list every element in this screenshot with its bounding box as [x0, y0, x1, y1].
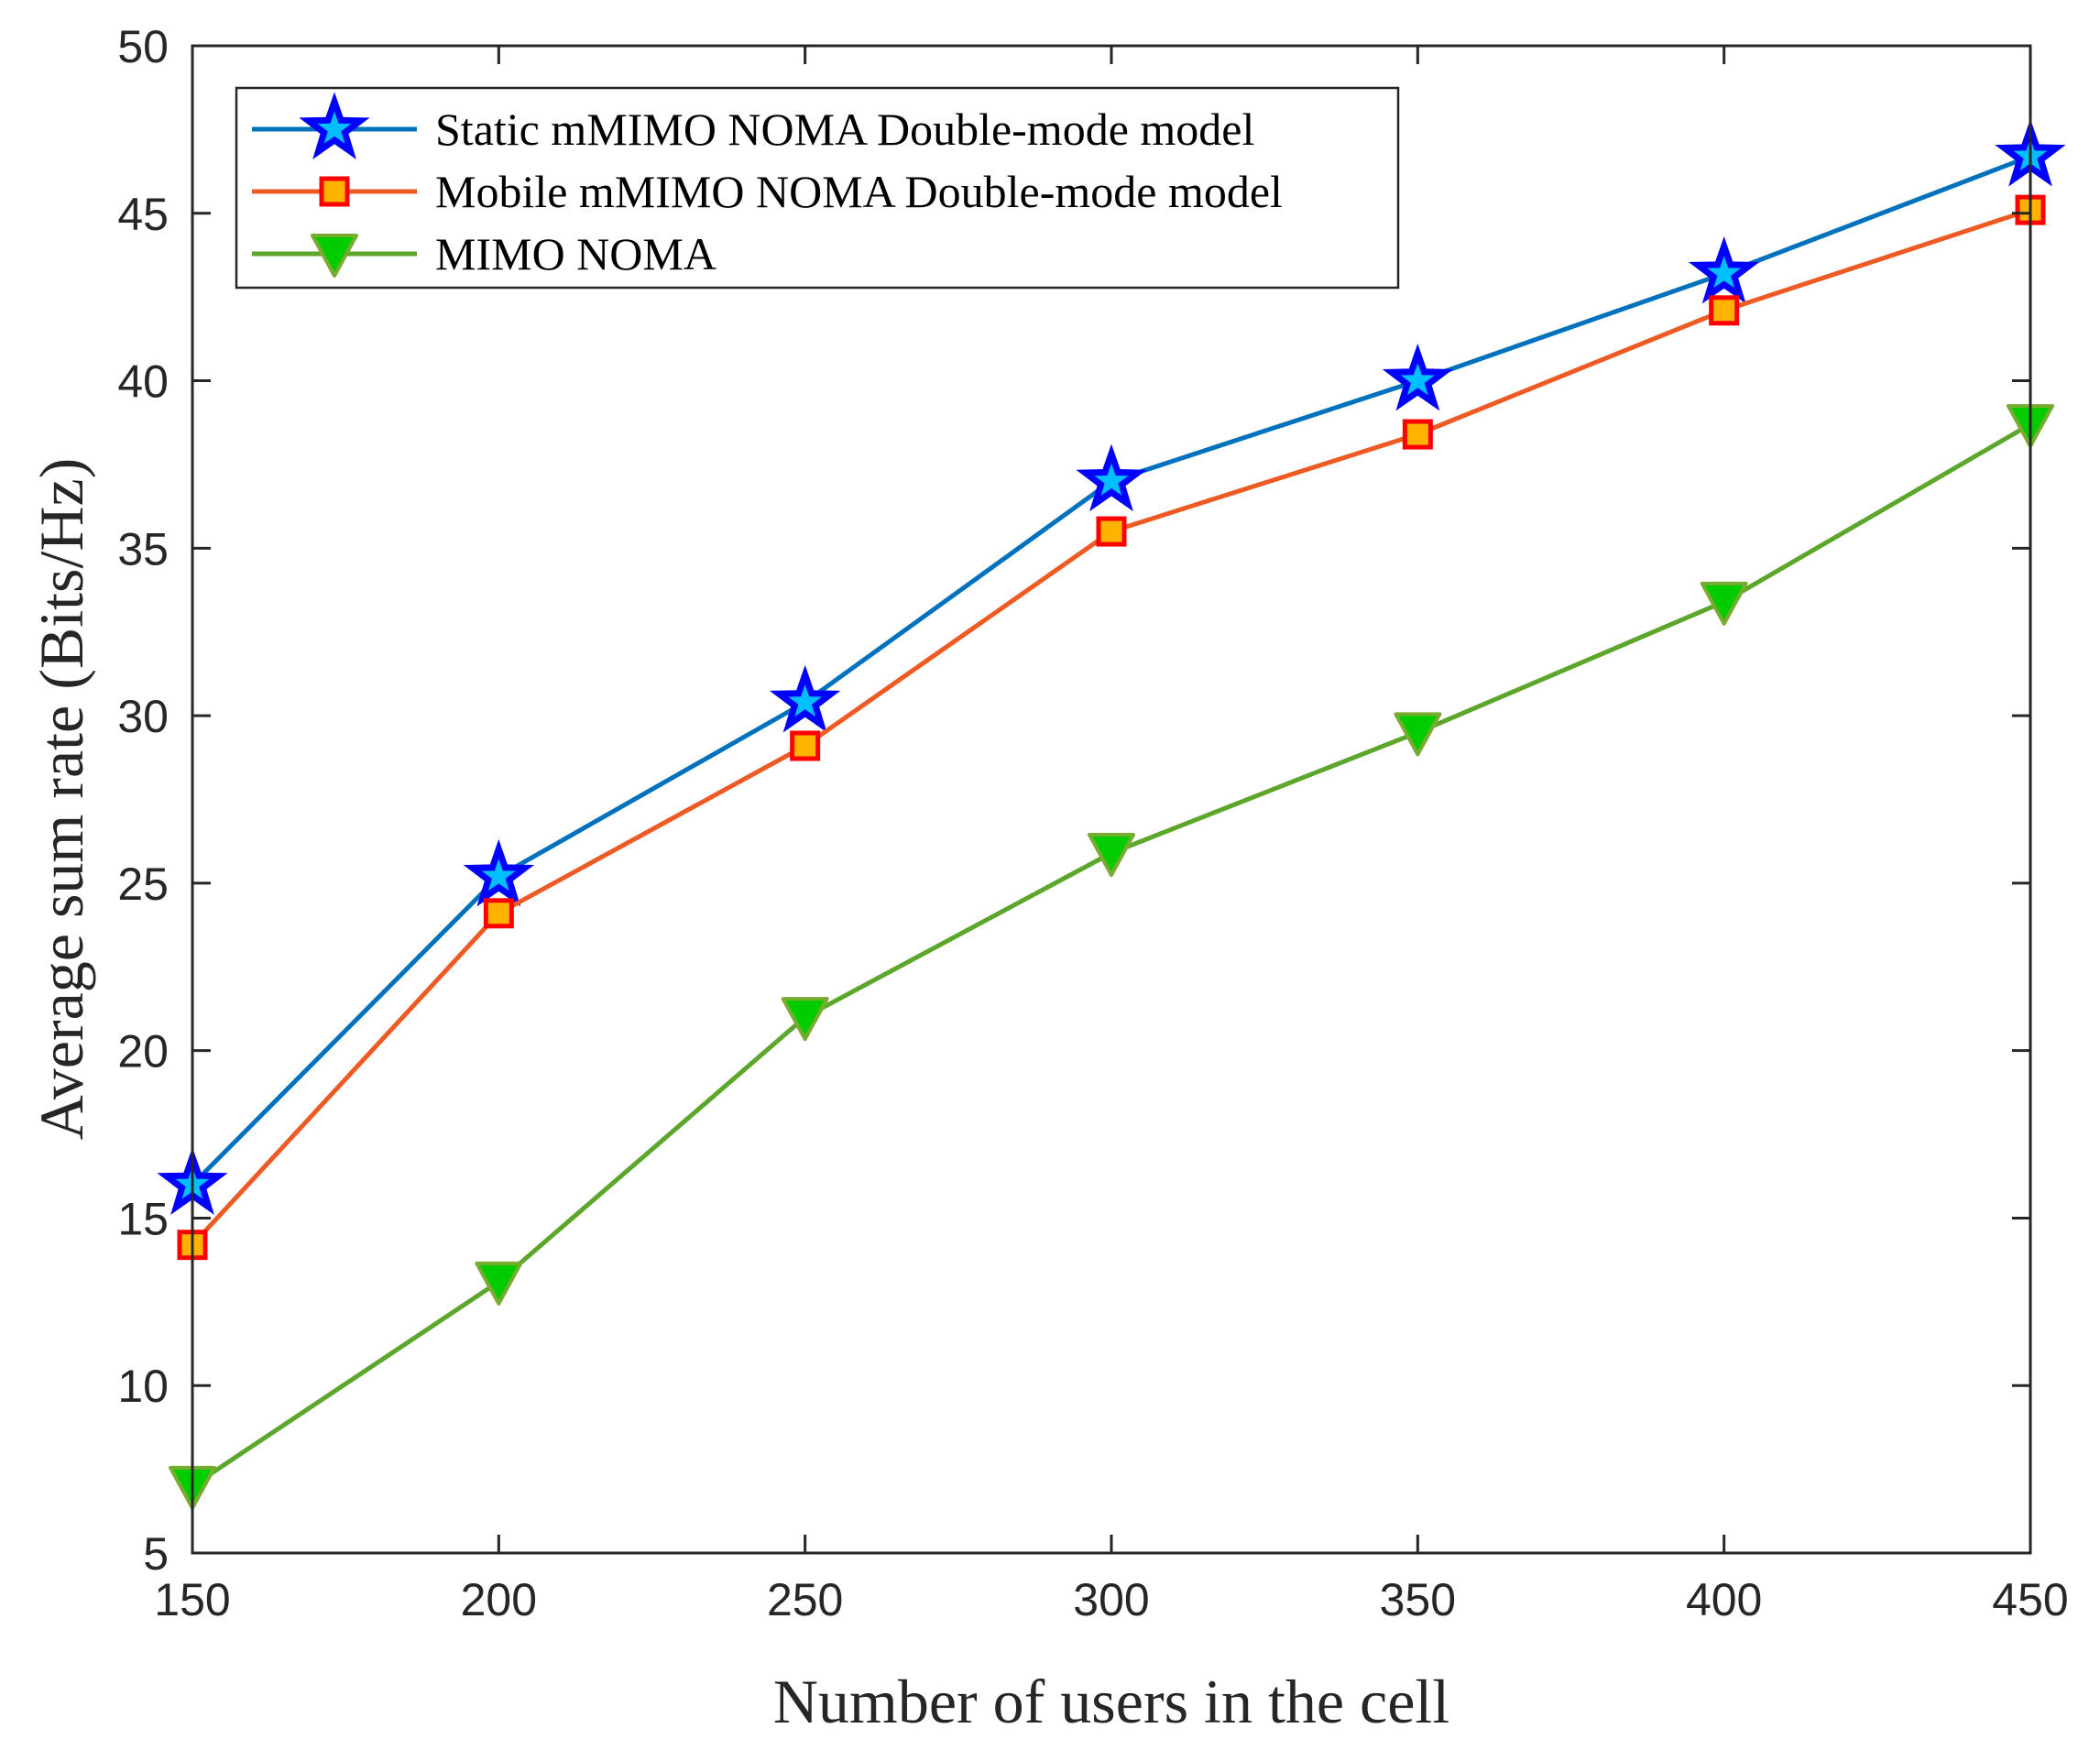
- x-axis-title: Number of users in the cell: [773, 1667, 1449, 1736]
- y-tick-label: 30: [117, 691, 169, 742]
- legend-marker: [311, 234, 358, 278]
- x-tick-label: 150: [154, 1574, 230, 1625]
- data-point: [1382, 343, 1454, 411]
- x-tick-label: 350: [1380, 1574, 1456, 1625]
- y-tick-label: 10: [117, 1361, 169, 1412]
- x-tick-label: 200: [461, 1574, 537, 1625]
- legend-label: MIMO NOMA: [435, 228, 716, 279]
- y-tick-label: 15: [117, 1193, 169, 1244]
- data-point: [1688, 235, 1760, 304]
- legend-box: [235, 86, 1400, 290]
- y-tick-label: 25: [117, 859, 169, 910]
- x-tick-label: 450: [1992, 1574, 2068, 1625]
- series-layer: [157, 118, 2066, 1510]
- legend-entry-3: MIMO NOMA: [252, 228, 716, 279]
- y-tick-label: 40: [117, 356, 169, 408]
- data-point: [463, 838, 535, 907]
- data-point: [1096, 516, 1127, 547]
- data-point: [1088, 832, 1135, 877]
- y-axis-title: Average sum rate (Bits/Hz): [27, 458, 96, 1141]
- ticks-layer: 150 200 250 300 350 400 450 5 10 15 20 25 30 35 40 45 50: [117, 21, 2068, 1625]
- data-point: [475, 1261, 523, 1306]
- legend-entry-2: Mobile mMIMO NOMA Double-mode model: [252, 166, 1283, 217]
- legend-label: Static mMIMO NOMA Double-mode model: [435, 104, 1254, 155]
- data-point: [1076, 443, 1147, 512]
- y-tick-label: 5: [143, 1528, 169, 1580]
- series-2: [177, 194, 2046, 1261]
- x-tick-label: 400: [1686, 1574, 1762, 1625]
- data-point: [1709, 295, 1740, 326]
- legend-marker: [299, 92, 370, 159]
- x-tick-label: 300: [1073, 1574, 1149, 1625]
- legend-marker: [319, 176, 350, 207]
- data-point: [769, 664, 841, 733]
- y-tick-label: 50: [117, 21, 169, 72]
- y-tick-label: 45: [117, 189, 169, 240]
- legend: Static mMIMO NOMA Double-mode model Mobil…: [235, 86, 1400, 290]
- data-point: [781, 997, 829, 1042]
- legend-label: Mobile mMIMO NOMA Double-mode model: [435, 166, 1283, 217]
- y-tick-label: 20: [117, 1026, 169, 1077]
- data-point: [790, 730, 821, 761]
- legend-entry-1: Static mMIMO NOMA Double-mode model: [252, 92, 1254, 159]
- data-point: [1394, 712, 1442, 757]
- data-point: [1700, 581, 1748, 626]
- data-point: [1402, 419, 1433, 450]
- x-tick-label: 250: [767, 1574, 843, 1625]
- data-point: [483, 898, 514, 929]
- y-tick-label: 35: [117, 523, 169, 574]
